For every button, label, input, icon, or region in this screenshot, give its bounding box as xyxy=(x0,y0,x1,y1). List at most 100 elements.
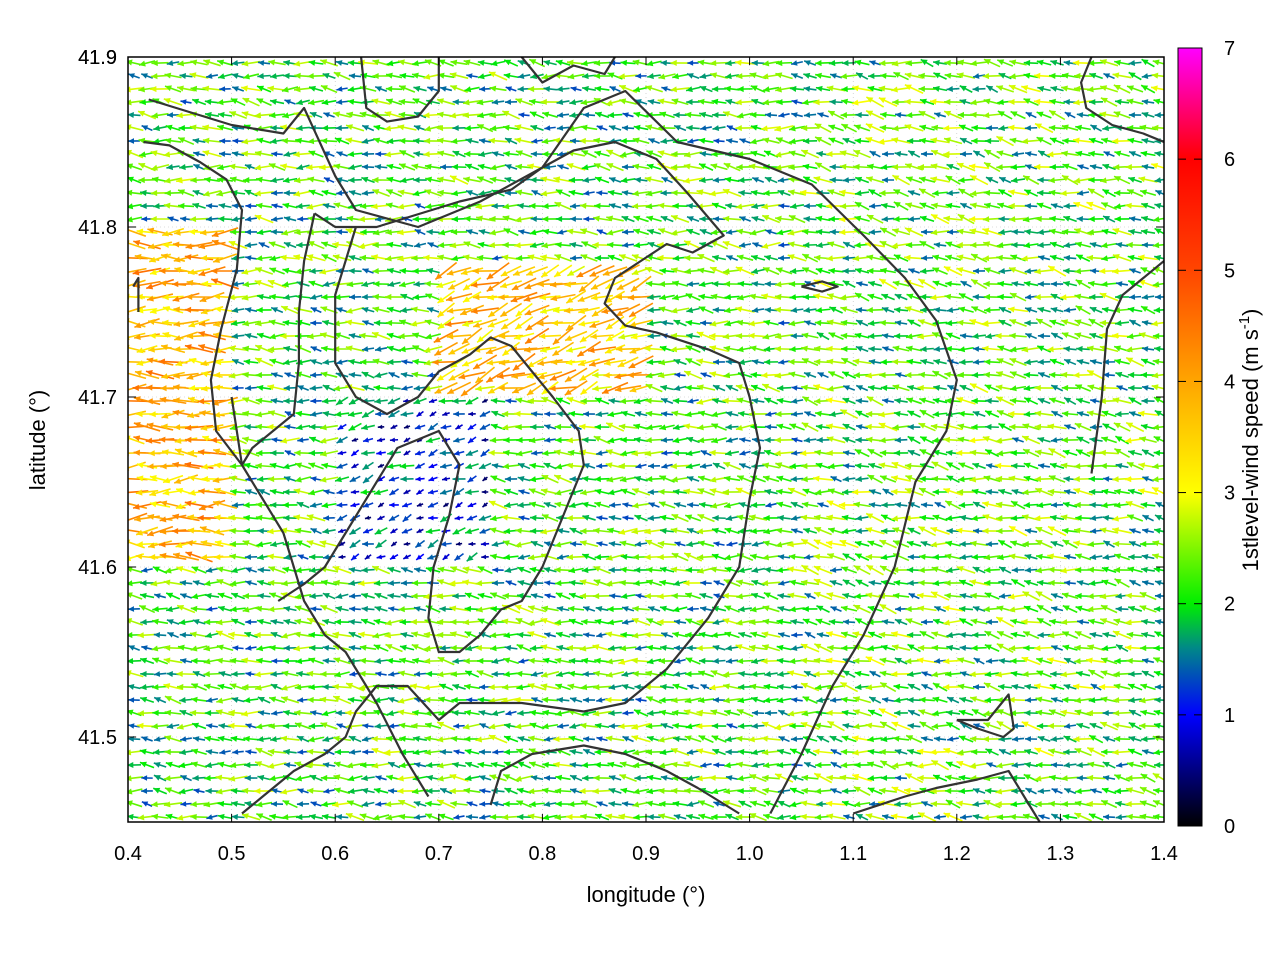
wind-arrow xyxy=(959,85,973,93)
wind-arrow xyxy=(241,85,261,92)
wind-arrow xyxy=(712,125,726,132)
wind-arrow xyxy=(491,99,505,105)
wind-arrow xyxy=(150,86,170,93)
wind-arrow xyxy=(128,73,140,79)
wind-arrow xyxy=(374,85,388,93)
wind-arrow xyxy=(372,72,390,80)
wind-arrow xyxy=(164,85,182,93)
wind-arrow xyxy=(735,59,755,66)
wind-arrow xyxy=(556,125,570,131)
wind-arrow xyxy=(751,60,765,66)
wind-arrow xyxy=(128,111,141,118)
wind-arrow xyxy=(424,125,442,132)
wind-arrow xyxy=(1050,59,1064,66)
wind-arrow xyxy=(621,125,635,131)
wind-arrow xyxy=(385,72,403,79)
wind-arrow xyxy=(622,112,634,118)
wind-arrow xyxy=(594,111,610,119)
wind-arrow xyxy=(296,125,310,132)
wind-arrow xyxy=(1153,98,1164,105)
wind-arrow xyxy=(709,60,729,67)
wind-arrow xyxy=(645,124,663,131)
wind-arrow xyxy=(996,85,1014,93)
wind-arrow xyxy=(450,59,468,66)
wind-arrow xyxy=(776,99,792,106)
x-tick-label: 1.2 xyxy=(943,843,971,865)
wind-arrow xyxy=(216,59,234,66)
wind-arrow xyxy=(1089,72,1103,80)
wind-arrow xyxy=(476,99,494,106)
wind-arrow xyxy=(309,111,323,119)
wind-arrow xyxy=(997,110,1013,120)
wind-arrow xyxy=(1076,112,1090,118)
wind-arrow xyxy=(726,125,738,131)
wind-arrow xyxy=(1141,112,1155,118)
wind-arrow xyxy=(880,111,896,118)
wind-arrow xyxy=(348,73,362,79)
wind-arrow xyxy=(284,99,296,105)
wind-arrow xyxy=(203,59,221,67)
wind-arrow xyxy=(985,85,999,93)
wind-arrow xyxy=(673,124,687,132)
wind-arrow xyxy=(789,85,805,92)
wind-arrow xyxy=(151,112,169,119)
wind-arrow xyxy=(918,110,936,120)
wind-arrow xyxy=(633,124,649,131)
wind-arrow xyxy=(634,99,648,105)
wind-arrow xyxy=(332,111,352,118)
wind-arrow xyxy=(827,110,845,120)
wind-arrow xyxy=(413,85,427,92)
colorbar-tick-label: 5 xyxy=(1224,260,1235,282)
wind-arrow xyxy=(972,73,986,79)
wind-arrow xyxy=(322,72,336,80)
wind-arrow xyxy=(1140,84,1156,94)
wind-arrow xyxy=(515,98,533,106)
wind-arrow xyxy=(699,111,713,118)
wind-arrow xyxy=(920,58,934,68)
wind-arrow xyxy=(607,112,623,119)
colorbar-tick-label: 3 xyxy=(1224,483,1235,505)
wind-arrow xyxy=(128,124,144,132)
wind-arrow xyxy=(1036,59,1052,66)
wind-arrow xyxy=(505,86,517,92)
wind-arrow xyxy=(1049,72,1065,79)
wind-arrow xyxy=(1112,72,1132,79)
wind-arrow xyxy=(336,99,348,105)
wind-arrow xyxy=(1087,86,1105,93)
wind-arrow xyxy=(854,59,870,66)
wind-arrow xyxy=(580,99,598,106)
wind-arrow xyxy=(1050,85,1064,92)
wind-arrow xyxy=(1103,72,1115,80)
wind-arrow xyxy=(983,58,1001,68)
wind-arrow xyxy=(466,73,478,79)
wind-arrow xyxy=(671,98,689,106)
wind-arrow xyxy=(556,112,570,118)
colorbar-label: 1stlevel-wind speed (m s-1) xyxy=(1236,309,1263,572)
wind-arrow xyxy=(229,111,247,119)
wind-arrow xyxy=(815,85,831,92)
wind-arrow xyxy=(933,72,947,80)
wind-arrow xyxy=(944,59,962,66)
x-tick-label: 1.0 xyxy=(736,843,764,865)
wind-arrow xyxy=(488,71,508,81)
wind-arrow xyxy=(412,98,428,106)
wind-arrow xyxy=(281,86,299,93)
wind-arrow xyxy=(774,124,794,132)
wind-arrow xyxy=(686,124,700,131)
wind-arrow xyxy=(1010,110,1026,120)
wind-arrow xyxy=(151,60,169,67)
y-tick-label: 41.6 xyxy=(78,557,117,579)
wind-arrow xyxy=(826,85,846,92)
wind-arrow xyxy=(657,98,677,105)
wind-arrow xyxy=(384,111,404,119)
wind-arrow xyxy=(452,124,466,132)
wind-arrow xyxy=(1150,85,1164,92)
wind-arrow xyxy=(803,72,817,79)
wind-arrow xyxy=(593,72,611,80)
wind-arrow xyxy=(1061,85,1079,92)
y-tick-label: 41.7 xyxy=(78,387,117,409)
y-tick-label: 41.8 xyxy=(78,217,117,239)
wind-arrow xyxy=(919,98,935,106)
wind-arrow xyxy=(1063,60,1077,66)
wind-arrow xyxy=(893,71,909,81)
